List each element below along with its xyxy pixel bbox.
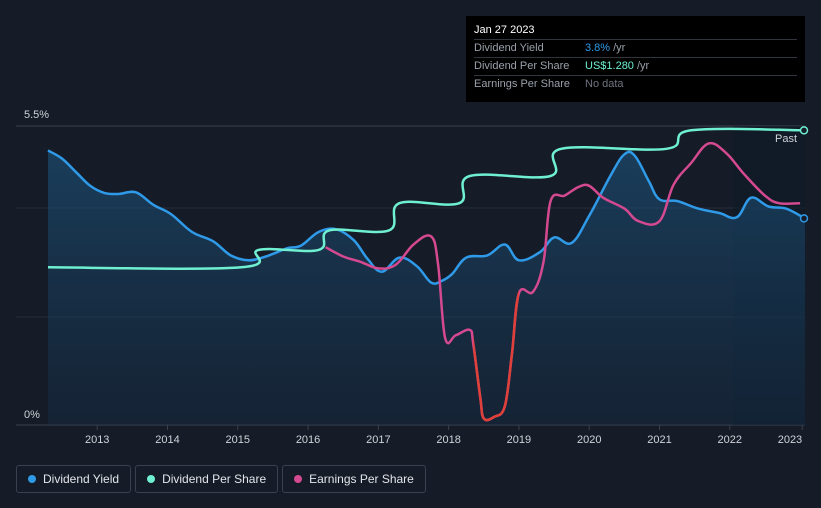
y-axis-top-label: 5.5% (24, 109, 49, 121)
x-tick-label: 2014 (155, 434, 179, 446)
x-tick-label: 2017 (366, 434, 390, 446)
legend-dividend-yield[interactable]: Dividend Yield (16, 465, 132, 493)
dividend-per-share-end-marker (799, 126, 809, 135)
tooltip: Jan 27 2023 Dividend Yield 3.8% /yr Divi… (466, 16, 805, 102)
past-label: Past (775, 133, 797, 145)
tooltip-date: Jan 27 2023 (474, 24, 535, 36)
earnings-per-share-line (325, 141, 801, 422)
legend-label: Earnings Per Share (309, 472, 414, 486)
tooltip-value: 3.8% (585, 42, 611, 54)
tooltip-label: Earnings Per Share (474, 78, 570, 90)
x-tick-label: 2021 (647, 434, 671, 446)
x-tick-label: 2019 (507, 434, 531, 446)
x-axis-ticks: 2013 2014 2015 2016 2017 2018 2019 2020 2021 2022… (85, 425, 803, 446)
tooltip-unit: /yr (636, 60, 650, 72)
legend-label: Dividend Yield (43, 472, 120, 486)
x-tick-label: 2022 (718, 434, 742, 446)
tooltip-row-dividend-yield: Dividend Yield 3.8% /yr (474, 39, 797, 57)
x-tick-label: 2023 (778, 434, 802, 446)
legend-dividend-per-share[interactable]: Dividend Per Share (135, 465, 279, 493)
y-axis-bottom-label: 0% (24, 409, 40, 421)
x-tick-label: 2013 (85, 434, 109, 446)
legend: Dividend Yield Dividend Per Share Earnin… (16, 465, 426, 493)
x-tick-label: 2018 (436, 434, 460, 446)
tooltip-label: Dividend Per Share (474, 60, 570, 72)
legend-label: Dividend Per Share (162, 472, 267, 486)
tooltip-row-earnings-per-share: Earnings Per Share No data (474, 75, 797, 93)
tooltip-label: Dividend Yield (474, 42, 544, 54)
tooltip-row-dividend-per-share: Dividend Per Share US$1.280 /yr (474, 57, 797, 75)
dividend-yield-area (48, 150, 805, 425)
dividend-yield-line (47, 149, 806, 285)
legend-dot-icon (294, 475, 303, 483)
dividend-per-share-line (47, 127, 806, 270)
legend-dot-icon (28, 475, 36, 483)
dividend-yield-end-marker (799, 214, 809, 223)
x-tick-label: 2020 (577, 434, 601, 446)
legend-earnings-per-share[interactable]: Earnings Per Share (282, 465, 426, 493)
legend-dot-icon (147, 475, 156, 483)
x-tick-label: 2015 (226, 434, 250, 446)
x-tick-label: 2016 (296, 434, 320, 446)
tooltip-unit: /yr (613, 42, 626, 54)
tooltip-value: US$1.280 (585, 60, 634, 72)
tooltip-value: No data (585, 78, 624, 90)
